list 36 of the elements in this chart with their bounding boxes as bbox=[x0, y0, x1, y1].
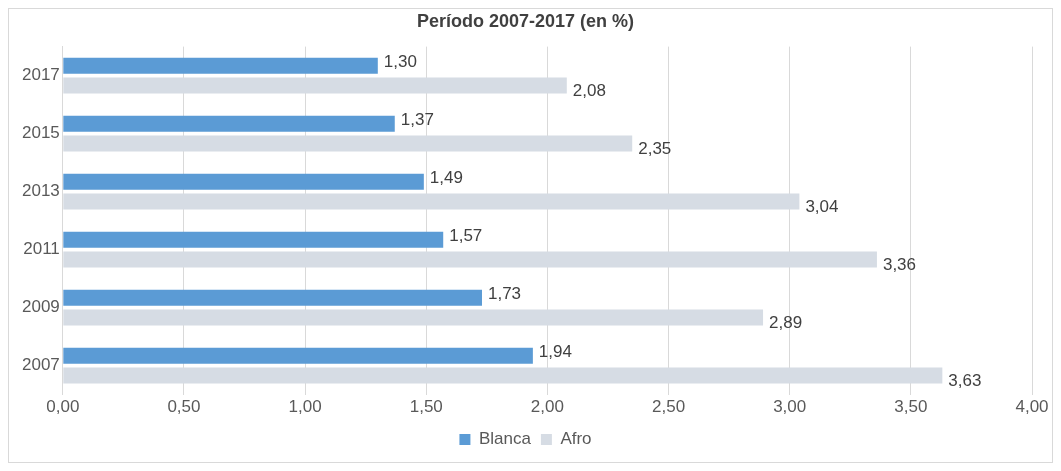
bar bbox=[63, 57, 378, 74]
bar bbox=[63, 231, 444, 248]
bar bbox=[63, 347, 533, 364]
x-tick-label: 1,00 bbox=[288, 397, 322, 417]
bar bbox=[63, 115, 395, 132]
data-label: 2,89 bbox=[769, 313, 803, 333]
data-label: 3,36 bbox=[882, 255, 917, 275]
y-tick-label: 2009 bbox=[21, 297, 60, 317]
x-tick-label: 0,50 bbox=[167, 397, 201, 417]
y-tick-label: 2013 bbox=[21, 181, 60, 201]
y-tick-label: 2007 bbox=[21, 355, 60, 375]
x-tick-label: 3,00 bbox=[773, 397, 807, 417]
data-label: 3,04 bbox=[805, 197, 839, 217]
data-label: 3,63 bbox=[948, 371, 982, 391]
y-tick-label: 2015 bbox=[21, 123, 60, 143]
chart-title: Período 2007-2017 (en %) bbox=[416, 10, 635, 31]
data-label: 1,57 bbox=[449, 226, 483, 246]
x-tick-label: 2,50 bbox=[652, 397, 686, 417]
y-tick-label: 2017 bbox=[21, 65, 60, 85]
legend-label: Blanca bbox=[478, 429, 532, 449]
data-label: 1,94 bbox=[538, 342, 572, 362]
bar bbox=[63, 173, 424, 190]
data-label: 2,35 bbox=[638, 139, 672, 159]
y-tick-label: 2011 bbox=[23, 239, 60, 259]
data-label: 1,30 bbox=[383, 52, 417, 72]
data-label: 1,73 bbox=[487, 284, 522, 304]
legend-label: Afro bbox=[560, 429, 592, 449]
x-tick-label: 3,50 bbox=[894, 397, 928, 417]
data-label: 2,08 bbox=[572, 81, 606, 101]
bar bbox=[63, 289, 482, 306]
data-label: 1,49 bbox=[429, 168, 463, 188]
x-tick-label: 4,00 bbox=[1015, 397, 1049, 417]
x-tick-label: 2,00 bbox=[530, 397, 564, 417]
x-tick-label: 1,50 bbox=[409, 397, 443, 417]
data-label: 1,37 bbox=[400, 110, 434, 130]
x-tick-label: 0,00 bbox=[46, 397, 80, 417]
